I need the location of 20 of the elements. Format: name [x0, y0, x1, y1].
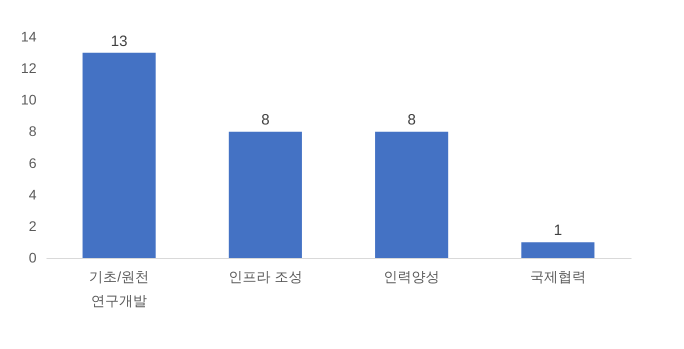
data-label: 8: [407, 112, 416, 129]
y-tick-label: 14: [20, 28, 37, 44]
y-tick-label: 4: [28, 186, 37, 202]
y-tick-label: 0: [28, 250, 37, 266]
y-tick-label: 2: [28, 218, 37, 234]
y-tick-label: 12: [20, 60, 37, 76]
y-tick-label: 6: [28, 154, 37, 171]
x-tick-label: 인력양성: [384, 268, 440, 284]
bar: [521, 242, 594, 258]
bar: [375, 132, 448, 258]
y-tick-label: 10: [20, 92, 37, 108]
x-tick-label: 인프라 조성: [228, 268, 302, 284]
data-label: 8: [261, 112, 270, 129]
bar: [228, 132, 302, 258]
bar: [82, 52, 156, 258]
data-label: 1: [554, 222, 562, 240]
x-tick-label: 기초/원천 연구개발: [89, 268, 150, 308]
y-tick-label: 8: [28, 123, 37, 140]
data-label: 13: [110, 32, 128, 50]
x-tick-label: 국제협력: [530, 268, 586, 284]
